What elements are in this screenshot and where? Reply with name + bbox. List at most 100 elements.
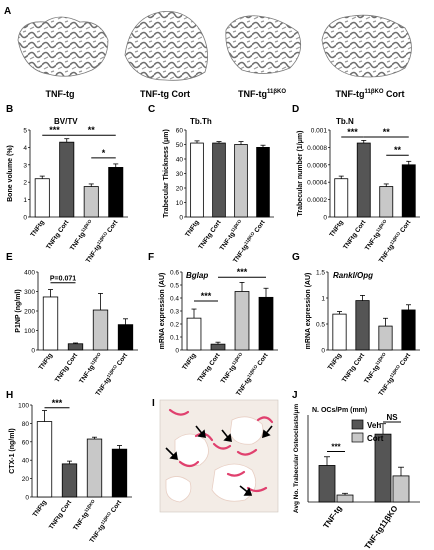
chart-title: Tb.Th bbox=[190, 117, 212, 126]
category-label: TNF-tg11βKO bbox=[77, 351, 104, 385]
category-label: TNF-tg11βKO bbox=[68, 218, 95, 252]
arrow-icon bbox=[165, 447, 178, 460]
category-label: TNFtg bbox=[38, 352, 55, 371]
y-tick-label: 300 bbox=[24, 289, 35, 296]
bar bbox=[401, 309, 416, 351]
significance-label: NS bbox=[386, 413, 398, 422]
panel-a: A TNF-tg TNF-tg Cort TNF-tg11βKO TNF-tg1… bbox=[4, 6, 412, 99]
y-tick-label: 4 bbox=[23, 145, 27, 152]
microct-image-2 bbox=[124, 11, 208, 81]
bar bbox=[392, 475, 410, 503]
microct-label-3: TNF-tg11βKO bbox=[238, 89, 286, 99]
y-tick-label: 0.0008 bbox=[307, 145, 327, 152]
y-tick-label: 30 bbox=[176, 171, 184, 178]
y-tick-label: 50 bbox=[176, 142, 184, 149]
y-axis-label: mRNA expression (AU) bbox=[305, 273, 312, 350]
significance-label: P=0.071 bbox=[50, 276, 76, 283]
category-label: TNFtg Cort bbox=[54, 351, 80, 383]
bar bbox=[67, 343, 84, 351]
y-tick-label: 0 bbox=[323, 215, 327, 222]
panel-letter: D bbox=[292, 104, 299, 115]
category-label: TNFtg bbox=[29, 219, 46, 238]
microct-image-1 bbox=[17, 16, 109, 77]
bar bbox=[355, 300, 370, 351]
bar bbox=[401, 164, 416, 218]
y-tick-label: 0 bbox=[23, 215, 27, 222]
bar bbox=[336, 494, 354, 503]
y-tick-label: 0 bbox=[25, 495, 29, 502]
y-tick-label: 0 bbox=[31, 348, 35, 355]
histology-bone-regions bbox=[165, 416, 264, 503]
arrow-icon bbox=[261, 425, 273, 439]
microct-image-3 bbox=[225, 15, 302, 74]
y-tick-label: 5 bbox=[23, 128, 27, 135]
significance-label: * bbox=[102, 148, 106, 158]
legend-label: Cort bbox=[367, 434, 384, 443]
legend-label: Veh bbox=[367, 421, 381, 430]
significance-label: *** bbox=[49, 125, 60, 135]
category-label: TNF-tg11βKO bbox=[71, 498, 98, 532]
bar bbox=[212, 142, 226, 218]
y-tick-label: 0 bbox=[321, 348, 325, 355]
category-label: TNF-tg11βKO bbox=[219, 351, 246, 385]
significance-label: *** bbox=[201, 291, 212, 301]
bar bbox=[210, 343, 226, 351]
panel-i-letter: I bbox=[152, 398, 155, 409]
chart-c: C Tb.Th 0 10 20 30 40 50 60 Trabecular Thickness … bbox=[148, 104, 274, 264]
panel-a-letter: A bbox=[4, 6, 11, 17]
chart-title: Bglap bbox=[186, 271, 208, 280]
y-tick-label: 0 bbox=[175, 348, 179, 355]
significance-label: *** bbox=[347, 127, 358, 137]
bar bbox=[374, 433, 392, 503]
chart-title: Tb.N bbox=[336, 117, 354, 126]
y-tick-label: 0 bbox=[179, 215, 183, 222]
panel-letter: J bbox=[292, 390, 298, 401]
category-label: TNFtg Cort bbox=[45, 218, 71, 250]
bar bbox=[378, 325, 393, 351]
category-label: TNFtg bbox=[184, 219, 201, 238]
category-label: TNFtg Cort bbox=[341, 351, 367, 383]
bar bbox=[34, 178, 50, 218]
y-axis-label: Avg No. Trabecular Osteoclasts/μm bbox=[293, 404, 300, 513]
chart-e: E 0 100 200 300 400 P1NP (ng/ml) TNFtg TNFtg Cor… bbox=[6, 252, 138, 397]
panel-i: I bbox=[152, 398, 279, 513]
chart-title: N. OCs/Pm (mm) bbox=[312, 407, 367, 414]
significance-label: ** bbox=[394, 145, 402, 155]
y-tick-label: 100 bbox=[24, 328, 35, 335]
panel-letter: E bbox=[6, 252, 13, 263]
category-label: TNF-tg bbox=[321, 504, 343, 530]
panel-letter: G bbox=[292, 252, 300, 263]
bar bbox=[356, 142, 371, 218]
y-tick-label: 3 bbox=[23, 162, 27, 169]
y-tick-label: 60 bbox=[176, 128, 184, 135]
panel-letter: F bbox=[148, 252, 154, 263]
y-tick-label: 0.3 bbox=[170, 309, 179, 316]
y-tick-label: 100 bbox=[18, 403, 29, 410]
microct-label-1: TNF-tg bbox=[46, 89, 75, 99]
chart-d: D Tb.N 0 0.0002 0.0004 0.0006 0.0008 0.001 Trabe… bbox=[292, 104, 420, 264]
chart-j: J N. OCs/Pm (mm) Avg No. Trabecular Osteoc… bbox=[292, 390, 420, 550]
y-tick-label: 20 bbox=[176, 186, 184, 193]
chart-title: Rankl/Opg bbox=[333, 271, 373, 280]
bar bbox=[234, 291, 250, 351]
category-label: TNFtg Cort bbox=[342, 218, 368, 250]
bar bbox=[190, 142, 204, 218]
arrow-icon bbox=[195, 425, 206, 438]
y-tick-label: 40 bbox=[22, 458, 30, 465]
y-tick-label: 1.5 bbox=[316, 270, 325, 277]
arrow-icon bbox=[221, 429, 232, 442]
significance-label: *** bbox=[237, 267, 248, 277]
y-tick-label: 0.1 bbox=[170, 335, 179, 342]
chart-b: B BV/TV 0 1 2 3 4 5 Bone volume (%) TNFtg TNFtg Co… bbox=[6, 104, 128, 264]
y-axis-label: Trabecular number (1/μm) bbox=[297, 131, 304, 217]
panel-letter: B bbox=[6, 104, 13, 115]
bar bbox=[117, 324, 134, 351]
bar bbox=[256, 146, 270, 218]
y-axis-label: Trabecular Thickness (μm) bbox=[163, 129, 170, 218]
microct-image-4 bbox=[321, 14, 412, 78]
y-tick-label: 1 bbox=[23, 197, 27, 204]
bar bbox=[86, 438, 103, 498]
y-tick-label: 1 bbox=[321, 296, 325, 303]
significance-label: ** bbox=[383, 127, 391, 137]
